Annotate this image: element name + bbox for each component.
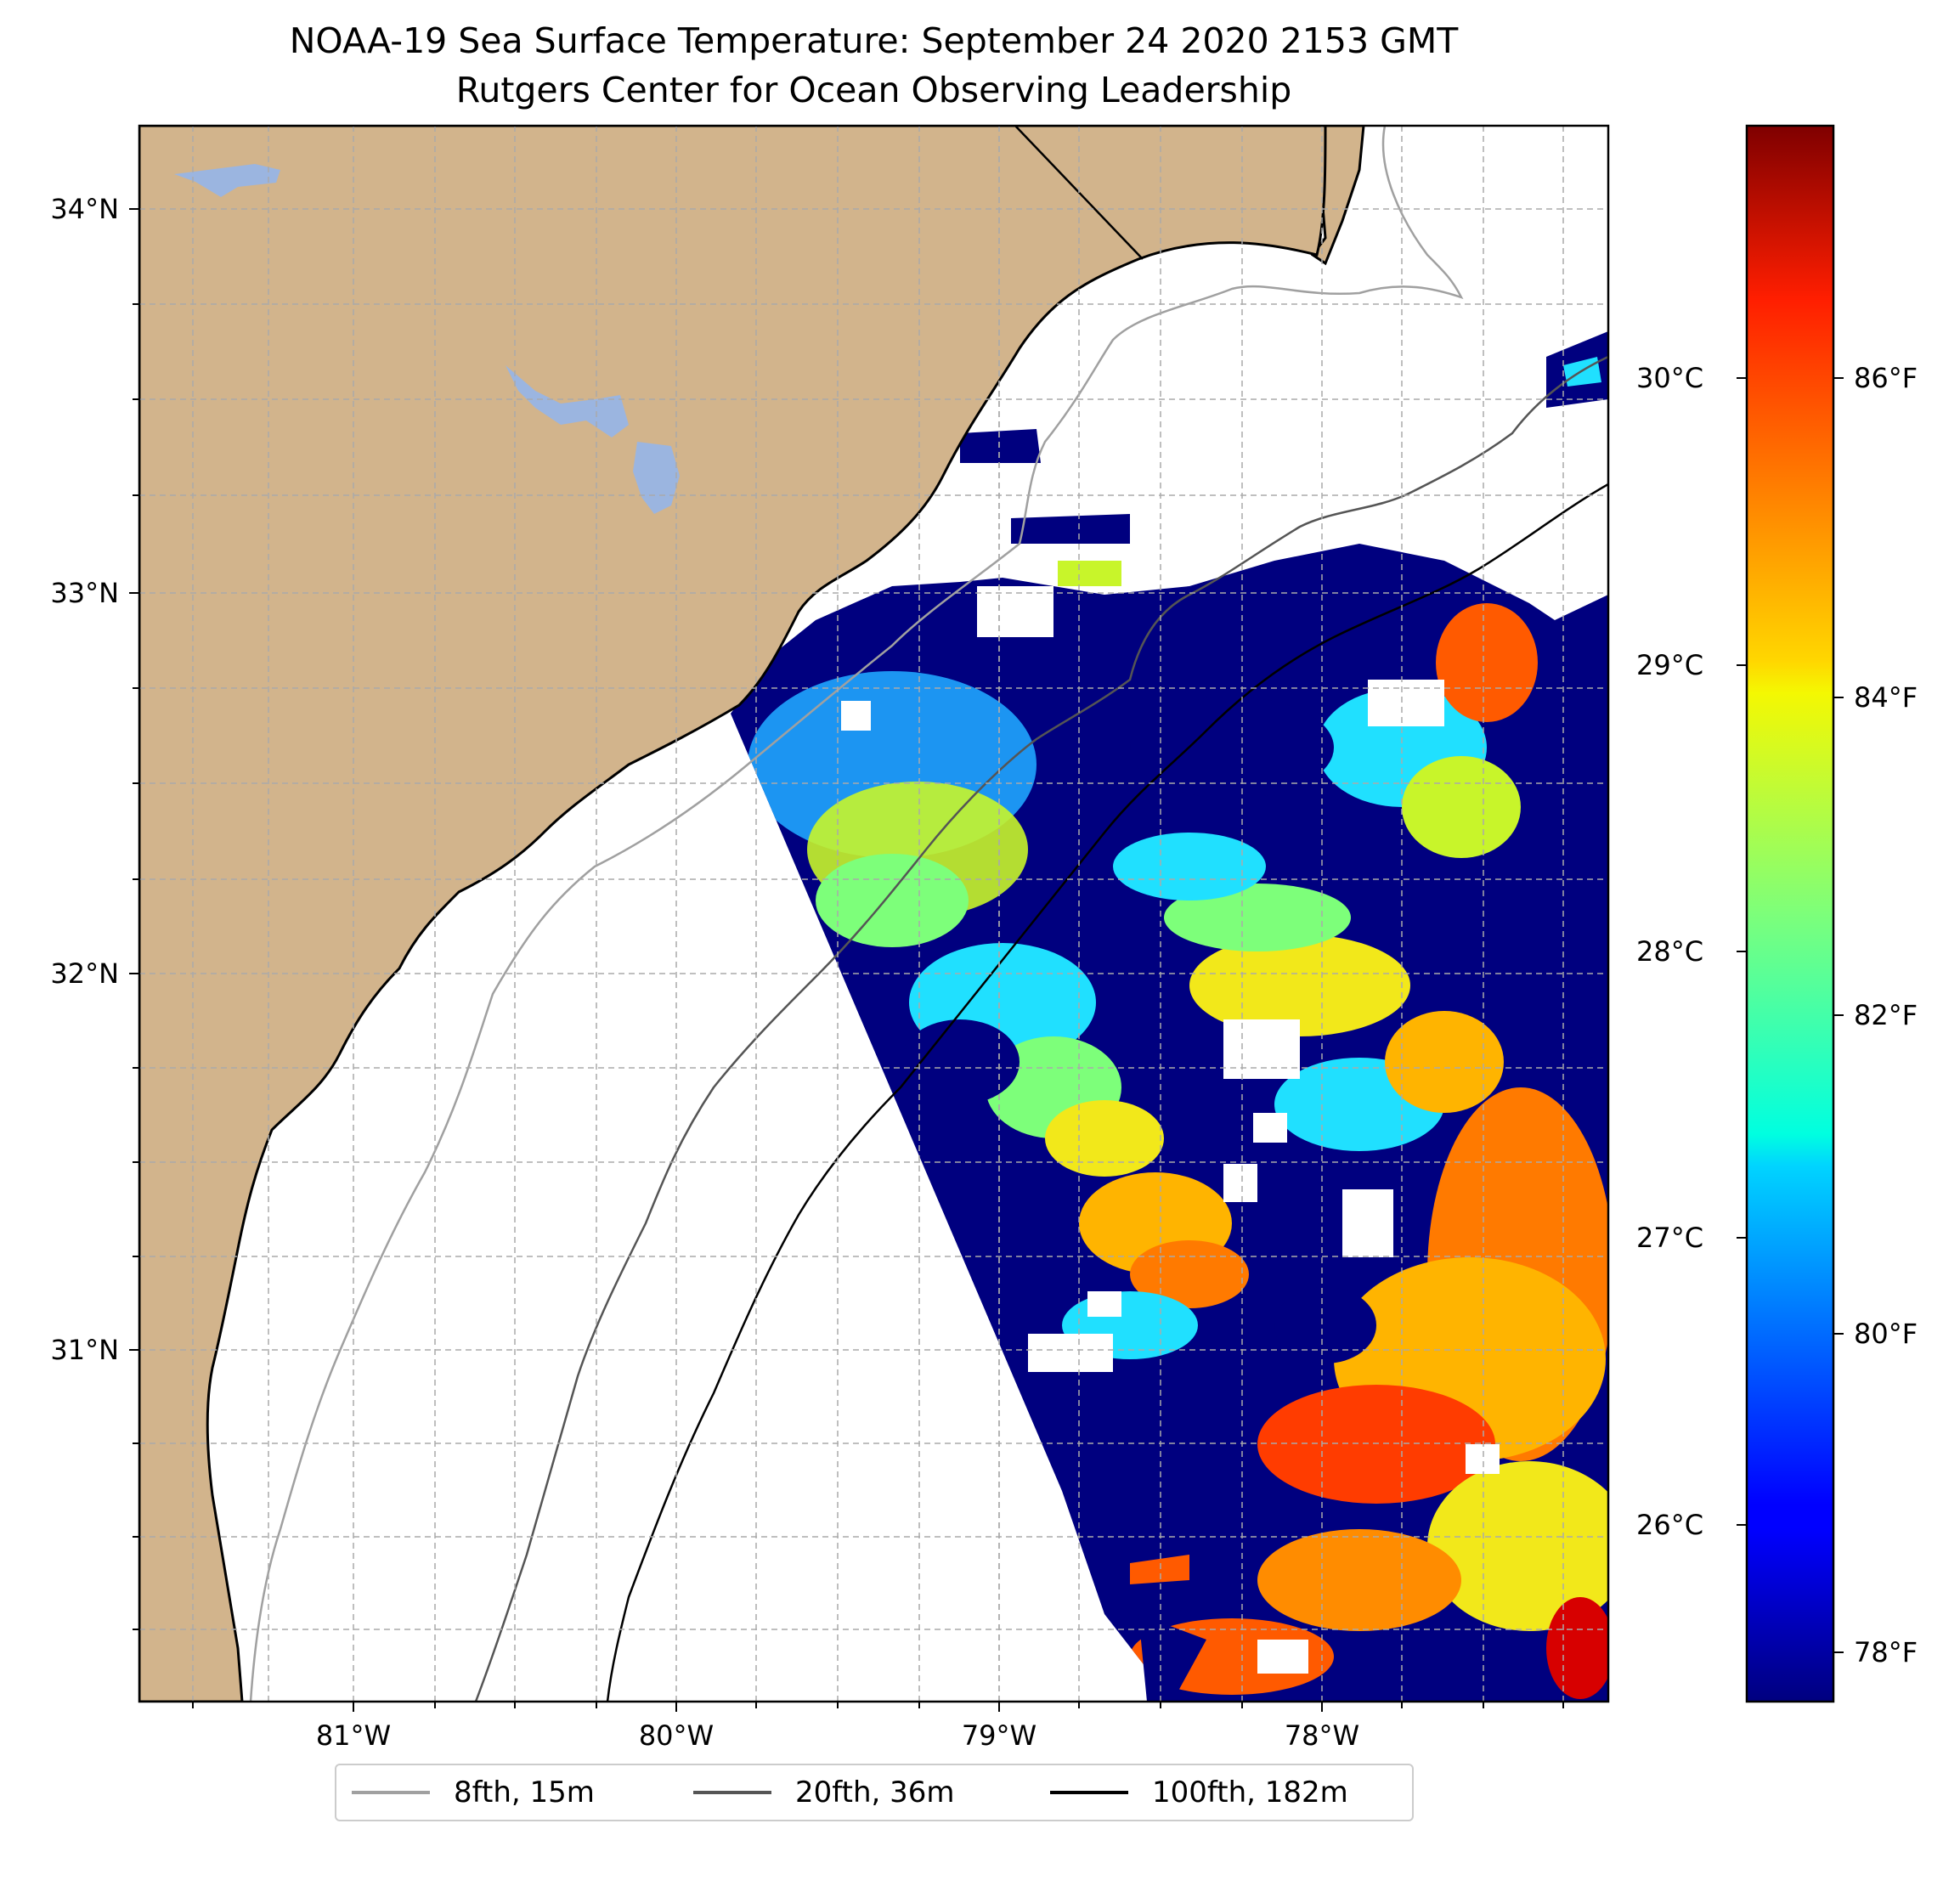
map-frame — [138, 124, 1610, 1703]
legend-item-8fth: 8fth, 15m — [352, 1765, 595, 1820]
colorbar-celsius-label: 28°C — [1636, 935, 1704, 968]
colorbar-fahrenheit-label: 84°F — [1854, 681, 1918, 714]
lat-label-34: 34°N — [50, 193, 119, 225]
legend-item-20fth: 20fth, 36m — [693, 1765, 955, 1820]
colorbar-celsius-label: 26°C — [1636, 1509, 1704, 1541]
lon-label-78: 78°W — [1284, 1719, 1360, 1752]
lon-label-80: 80°W — [638, 1719, 715, 1752]
colorbar — [1745, 124, 1835, 1703]
lat-label-31: 31°N — [50, 1334, 119, 1366]
legend-swatch — [693, 1791, 771, 1794]
lat-label-32: 32°N — [50, 957, 119, 990]
colorbar-ticks — [1737, 377, 1844, 1653]
legend-label: 8fth, 15m — [454, 1776, 595, 1809]
colorbar-celsius-label: 29°C — [1636, 649, 1704, 681]
lon-label-81: 81°W — [315, 1719, 392, 1752]
isobath-20fth — [474, 355, 1608, 1702]
chart-subtitle: Rutgers Center for Ocean Observing Leade… — [455, 70, 1292, 110]
isobath-legend: 8fth, 15m 20fth, 36m 100fth, 182m — [335, 1764, 1414, 1821]
lake — [174, 164, 280, 197]
colorbar-fahrenheit-label: 82°F — [1854, 999, 1918, 1031]
legend-item-100fth: 100fth, 182m — [1050, 1765, 1348, 1820]
legend-swatch — [352, 1791, 430, 1794]
lat-ticks — [129, 208, 139, 1630]
isobath-8fth — [249, 126, 1464, 1702]
colorbar-celsius-label: 30°C — [1636, 362, 1704, 394]
chart-title: NOAA-19 Sea Surface Temperature: Septemb… — [289, 20, 1459, 61]
lon-ticks — [192, 1702, 1564, 1712]
legend-label: 100fth, 182m — [1152, 1776, 1348, 1809]
gridlines — [139, 126, 1608, 1702]
legend-swatch — [1050, 1791, 1128, 1794]
lon-label-79: 79°W — [961, 1719, 1037, 1752]
cloud-gaps — [841, 586, 1500, 1674]
lake — [506, 365, 629, 438]
land-main — [139, 126, 1327, 1702]
lat-label-33: 33°N — [50, 577, 119, 609]
colorbar-fahrenheit-label: 86°F — [1854, 362, 1918, 394]
colorbar-fahrenheit-label: 80°F — [1854, 1318, 1918, 1350]
legend-label: 20fth, 36m — [795, 1776, 955, 1809]
colorbar-celsius-label: 27°C — [1636, 1222, 1704, 1254]
colorbar-fahrenheit-label: 78°F — [1854, 1636, 1918, 1668]
